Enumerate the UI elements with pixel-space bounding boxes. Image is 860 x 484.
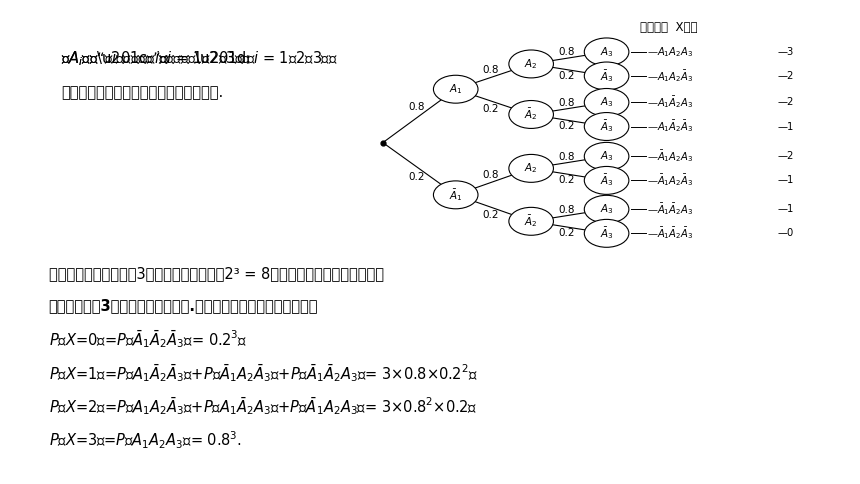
Text: 用$A_i$表示\u201c第$i$次射击中靶\u201d（$i$ = 1，2，3），: 用$A_i$表示\u201c第$i$次射击中靶\u201d（$i$ = 1，2，…	[61, 50, 338, 68]
Text: $P$（$X$=0）=$P$（$\bar{A}_1\bar{A}_2\bar{A}_3$）= 0.2$^3$，: $P$（$X$=0）=$P$（$\bar{A}_1\bar{A}_2\bar{A…	[48, 328, 247, 350]
Text: —$A_1A_2A_3$: —$A_1A_2A_3$	[647, 45, 693, 59]
Text: $A_1$: $A_1$	[449, 82, 463, 96]
Text: —$\bar{A}_1\bar{A}_2A_3$: —$\bar{A}_1\bar{A}_2A_3$	[647, 201, 693, 217]
Text: $\bar{A}_2$: $\bar{A}_2$	[525, 106, 538, 122]
Text: $A_2$: $A_2$	[525, 57, 538, 71]
Text: $A_3$: $A_3$	[599, 45, 613, 59]
Ellipse shape	[584, 166, 629, 195]
Text: $\bar{A}_2$: $\bar{A}_2$	[525, 213, 538, 229]
Ellipse shape	[584, 219, 629, 247]
Text: —$\bar{A}_1\bar{A}_2\bar{A}_3$: —$\bar{A}_1\bar{A}_2\bar{A}_3$	[647, 226, 693, 241]
Text: 0.8: 0.8	[482, 65, 499, 75]
Text: $A_3$: $A_3$	[599, 150, 613, 163]
Ellipse shape	[433, 181, 478, 209]
Text: —$A_1\bar{A}_2A_3$: —$A_1\bar{A}_2A_3$	[647, 94, 693, 110]
Text: 每个结果都是3个相互独立事件的积.由概率的加法公式和乘法公式得: 每个结果都是3个相互独立事件的积.由概率的加法公式和乘法公式得	[48, 298, 318, 313]
Text: 0.2: 0.2	[482, 104, 499, 114]
Ellipse shape	[509, 101, 554, 128]
Ellipse shape	[509, 154, 554, 182]
Text: —1: —1	[777, 204, 794, 214]
Text: —1: —1	[777, 175, 794, 185]
Text: 0.8: 0.8	[558, 151, 574, 162]
Text: 0.8: 0.8	[482, 170, 499, 180]
Text: 0.8: 0.8	[408, 102, 425, 112]
Text: —0: —0	[777, 228, 794, 238]
Text: 0.2: 0.2	[558, 71, 574, 81]
Ellipse shape	[509, 207, 554, 235]
Text: —1: —1	[777, 121, 794, 132]
Text: 用$A_i$表示“第$i$次射击中靶”（$i$ = 1，2，3），: 用$A_i$表示“第$i$次射击中靶”（$i$ = 1，2，3），	[61, 50, 252, 68]
Text: 0.2: 0.2	[482, 210, 499, 220]
Text: —2: —2	[777, 151, 794, 161]
Text: 0.2: 0.2	[558, 228, 574, 238]
Text: 0.8: 0.8	[558, 47, 574, 57]
Ellipse shape	[584, 196, 629, 223]
Text: $A_3$: $A_3$	[599, 202, 613, 216]
Text: —2: —2	[777, 71, 794, 81]
Text: $A_2$: $A_2$	[525, 162, 538, 175]
Text: $P$（$X$=2）=$P$（$A_1A_2\bar{A}_3$）+$P$（$A_1\bar{A}_2A_3$）+$P$（$\bar{A}_1A_2A_3$）=: $P$（$X$=2）=$P$（$A_1A_2\bar{A}_3$）+$P$（$A…	[48, 396, 476, 417]
Text: $\bar{A}_1$: $\bar{A}_1$	[449, 187, 463, 203]
Text: 试验结果  X的值: 试验结果 X的值	[640, 21, 697, 34]
Text: 由分步乘法计数原理，3次独立重复试验共有2³ = 8种可能结果，它们两两互斥，: 由分步乘法计数原理，3次独立重复试验共有2³ = 8种可能结果，它们两两互斥，	[48, 266, 384, 281]
Text: 0.8: 0.8	[558, 205, 574, 214]
Text: $\bar{A}_3$: $\bar{A}_3$	[599, 119, 613, 135]
Text: 0.2: 0.2	[558, 175, 574, 185]
Text: —$\bar{A}_1A_2\bar{A}_3$: —$\bar{A}_1A_2\bar{A}_3$	[647, 172, 693, 188]
Ellipse shape	[584, 38, 629, 66]
Ellipse shape	[584, 62, 629, 90]
Ellipse shape	[584, 113, 629, 140]
Ellipse shape	[509, 50, 554, 78]
Ellipse shape	[584, 89, 629, 116]
Text: $A_3$: $A_3$	[599, 95, 613, 109]
Text: $P$（$X$=3）=$P$（$A_1A_2A_3$）= 0.8$^3$.: $P$（$X$=3）=$P$（$A_1A_2A_3$）= 0.8$^3$.	[48, 430, 242, 451]
Text: $\bar{A}_3$: $\bar{A}_3$	[599, 226, 613, 242]
Text: 0.2: 0.2	[558, 121, 574, 131]
Text: 用如图所示的树状图表示试验的可能结果.: 用如图所示的树状图表示试验的可能结果.	[61, 85, 224, 100]
Text: —$\bar{A}_1A_2A_3$: —$\bar{A}_1A_2A_3$	[647, 149, 693, 164]
Ellipse shape	[433, 75, 478, 103]
Text: $\bar{A}_3$: $\bar{A}_3$	[599, 68, 613, 84]
Text: —2: —2	[777, 97, 794, 107]
Text: 0.8: 0.8	[558, 98, 574, 107]
Text: 0.2: 0.2	[408, 172, 425, 182]
Text: —$A_1\bar{A}_2\bar{A}_3$: —$A_1\bar{A}_2\bar{A}_3$	[647, 119, 693, 135]
Text: —$A_1A_2\bar{A}_3$: —$A_1A_2\bar{A}_3$	[647, 68, 693, 84]
Text: —3: —3	[777, 47, 794, 57]
Text: $\bar{A}_3$: $\bar{A}_3$	[599, 172, 613, 188]
Ellipse shape	[584, 142, 629, 170]
Text: $P$（$X$=1）=$P$（$A_1\bar{A}_2\bar{A}_3$）+$P$（$\bar{A}_1A_2\bar{A}_3$）+$P$（$\bar{A: $P$（$X$=1）=$P$（$A_1\bar{A}_2\bar{A}_3$）+…	[48, 362, 477, 384]
